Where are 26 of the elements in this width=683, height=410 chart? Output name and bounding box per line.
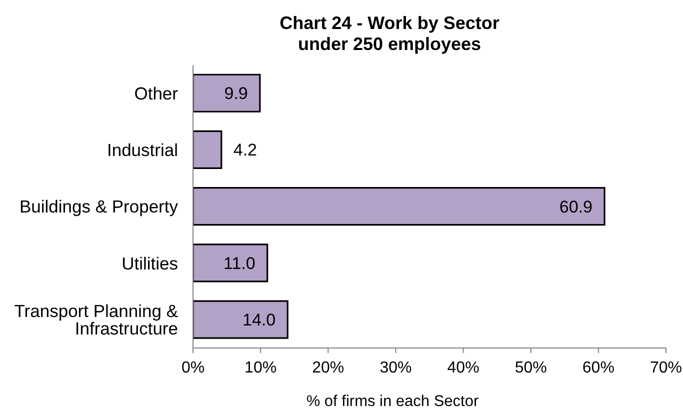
data-label: 9.9 bbox=[224, 84, 248, 104]
data-label: 11.0 bbox=[224, 254, 256, 273]
bar bbox=[193, 74, 261, 112]
x-tick-label: 30% bbox=[380, 359, 412, 376]
y-tick-label: Other bbox=[134, 84, 178, 104]
x-axis-title: % of firms in each Sector bbox=[306, 393, 479, 410]
data-label: 4.2 bbox=[233, 140, 258, 160]
y-tick-label: Utilities bbox=[122, 253, 178, 274]
x-tick-label: 10% bbox=[244, 359, 277, 376]
x-tick-label: 50% bbox=[514, 359, 547, 376]
data-label: 60.9 bbox=[559, 197, 593, 216]
bar bbox=[193, 300, 288, 339]
y-tick-label: Transport Planning & Infrastructure bbox=[14, 301, 178, 339]
data-label: 14.0 bbox=[242, 310, 276, 330]
y-tick-label: Industrial bbox=[106, 140, 178, 160]
x-tick-label: 40% bbox=[447, 359, 480, 376]
chart-title: Chart 24 - Work by Sector bbox=[278, 13, 500, 34]
y-tick-label: Buildings & Property bbox=[19, 196, 178, 217]
bar bbox=[193, 187, 606, 226]
x-tick-label: 60% bbox=[582, 359, 614, 376]
x-tick-label: 70% bbox=[650, 359, 682, 376]
bar bbox=[193, 130, 222, 170]
bar bbox=[193, 244, 268, 282]
chart-subtitle: under 250 employees bbox=[296, 34, 482, 55]
x-tick-label: 0% bbox=[181, 359, 205, 376]
x-tick-label: 20% bbox=[312, 359, 344, 376]
